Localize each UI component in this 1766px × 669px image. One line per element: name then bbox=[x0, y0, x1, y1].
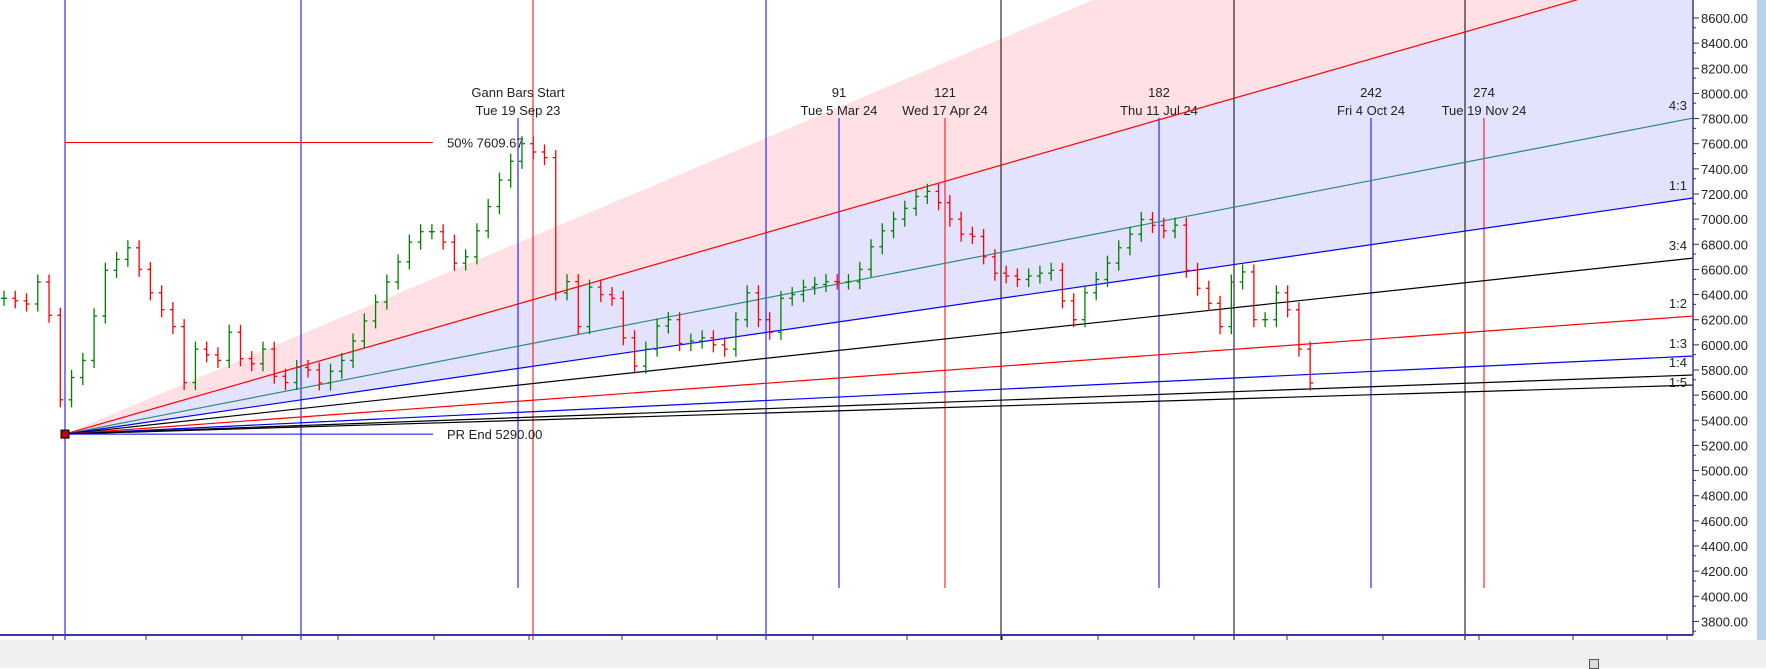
fan-line-label: 4:3 bbox=[1669, 98, 1687, 113]
time-marker-date: Fri 4 Oct 24 bbox=[1337, 103, 1405, 118]
fan-line bbox=[64, 374, 1694, 435]
fan-fill-lower bbox=[65, 0, 1693, 435]
y-tick-label: 5800.00 bbox=[1701, 363, 1748, 378]
y-tick-label: 8600.00 bbox=[1701, 11, 1748, 26]
time-marker-count: 182 bbox=[1148, 85, 1170, 100]
fan-line bbox=[64, 117, 1694, 435]
fan-line-label: 1:2 bbox=[1669, 296, 1687, 311]
y-tick-label: 7000.00 bbox=[1701, 212, 1748, 227]
y-tick-label: 7200.00 bbox=[1701, 187, 1748, 202]
y-tick-label: 4400.00 bbox=[1701, 539, 1748, 554]
time-marker-count: Gann Bars Start bbox=[471, 85, 565, 100]
time-marker-count: 121 bbox=[934, 85, 956, 100]
time-marker-date: Thu 11 Jul 24 bbox=[1120, 103, 1198, 118]
fan-line bbox=[64, 384, 1694, 435]
time-marker-date: Tue 19 Sep 23 bbox=[476, 103, 561, 118]
y-tick-label: 5000.00 bbox=[1701, 464, 1748, 479]
fan-line bbox=[64, 315, 1694, 435]
y-tick-label: 4000.00 bbox=[1701, 589, 1748, 604]
fan-line-label: 1:5 bbox=[1669, 375, 1687, 390]
fan-line bbox=[64, 355, 1694, 435]
time-marker-date: Wed 17 Apr 24 bbox=[902, 103, 988, 118]
time-marker-date: Tue 5 Mar 24 bbox=[801, 103, 878, 118]
bottom-strip bbox=[0, 640, 1766, 668]
y-tick-label: 5200.00 bbox=[1701, 438, 1748, 453]
y-tick-label: 6200.00 bbox=[1701, 313, 1748, 328]
y-tick-label: 7400.00 bbox=[1701, 162, 1748, 177]
y-tick-label: 8000.00 bbox=[1701, 86, 1748, 101]
time-marker-date: Tue 19 Nov 24 bbox=[1442, 103, 1527, 118]
vertical-scrollbar[interactable] bbox=[1757, 0, 1766, 640]
y-tick-label: 3800.00 bbox=[1701, 614, 1748, 629]
fan-line bbox=[64, 197, 1694, 435]
fan-line-label: 1:1 bbox=[1669, 178, 1687, 193]
y-tick-label: 6800.00 bbox=[1701, 237, 1748, 252]
y-tick-label: 5400.00 bbox=[1701, 413, 1748, 428]
y-tick-label: 4600.00 bbox=[1701, 514, 1748, 529]
level-label: 50% 7609.67 bbox=[447, 135, 524, 150]
fan-line-label: 1:4 bbox=[1669, 355, 1687, 370]
time-marker-count: 274 bbox=[1473, 85, 1495, 100]
fan-origin-marker bbox=[60, 429, 70, 439]
y-tick-label: 7800.00 bbox=[1701, 112, 1748, 127]
fan-line-label: 3:4 bbox=[1669, 238, 1687, 253]
y-tick-label: 8400.00 bbox=[1701, 36, 1748, 51]
y-tick-label: 7600.00 bbox=[1701, 137, 1748, 152]
y-tick-label: 6600.00 bbox=[1701, 262, 1748, 277]
fan-line bbox=[64, 257, 1694, 435]
time-marker-count: 91 bbox=[832, 85, 846, 100]
y-tick-label: 4800.00 bbox=[1701, 489, 1748, 504]
y-tick-label: 5600.00 bbox=[1701, 388, 1748, 403]
y-tick-label: 4200.00 bbox=[1701, 564, 1748, 579]
fan-line bbox=[64, 0, 1579, 435]
level-label: PR End 5290.00 bbox=[447, 427, 542, 442]
fan-line-label: 1:3 bbox=[1669, 336, 1687, 351]
y-tick-label: 6400.00 bbox=[1701, 288, 1748, 303]
y-tick-label: 6000.00 bbox=[1701, 338, 1748, 353]
time-marker-count: 242 bbox=[1360, 85, 1382, 100]
y-tick-label: 8200.00 bbox=[1701, 61, 1748, 76]
